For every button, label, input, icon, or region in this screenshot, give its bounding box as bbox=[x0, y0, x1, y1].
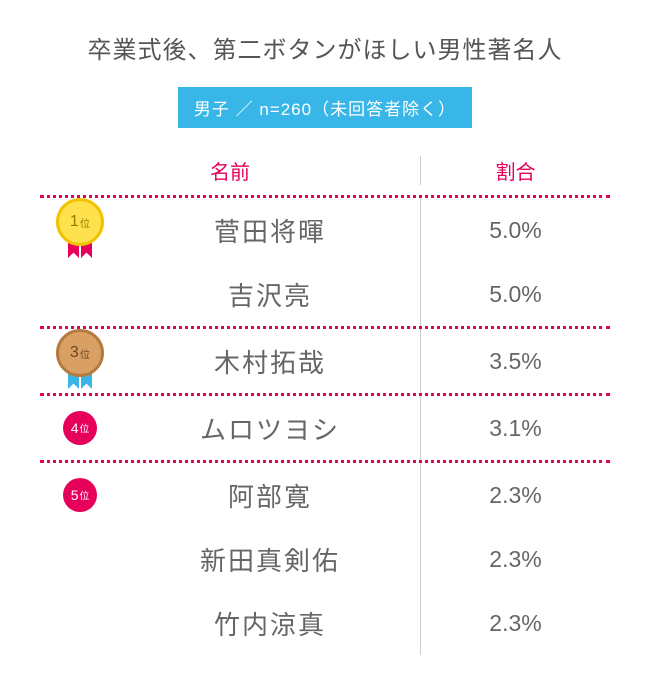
name-cell: 阿部寛 bbox=[120, 477, 420, 514]
rank-badge: 5位 bbox=[63, 478, 97, 512]
rank-group: 4位ムロツヨシ3.1% bbox=[40, 393, 610, 460]
ratio-cell: 2.3% bbox=[420, 527, 610, 591]
name-cell: 吉沢亮 bbox=[120, 276, 420, 313]
ratio-cell: 5.0% bbox=[420, 262, 610, 326]
rank-group: 5位阿部寛2.3%新田真剣佑2.3%竹内涼真2.3% bbox=[40, 460, 610, 655]
name-cell: ムロツヨシ bbox=[120, 410, 420, 447]
table-row: 5位阿部寛2.3% bbox=[40, 463, 610, 527]
header-ratio: 割合 bbox=[420, 156, 610, 185]
medal-label: 1位 bbox=[56, 198, 104, 246]
page-title: 卒業式後、第二ボタンがほしい男性著名人 bbox=[40, 30, 610, 65]
table-row: 3位木村拓哉3.5% bbox=[40, 329, 610, 393]
badge-cell: 3位 bbox=[40, 329, 120, 393]
medal-icon: 3位 bbox=[53, 329, 107, 393]
ratio-cell: 2.3% bbox=[420, 591, 610, 655]
table-row: 1位菅田将暉5.0% bbox=[40, 198, 610, 262]
name-cell: 木村拓哉 bbox=[120, 343, 420, 380]
rank-badge: 4位 bbox=[63, 411, 97, 445]
table-row: 4位ムロツヨシ3.1% bbox=[40, 396, 610, 460]
table-header-row: 名前 割合 bbox=[40, 156, 610, 195]
rank-group: 1位菅田将暉5.0%吉沢亮5.0% bbox=[40, 195, 610, 326]
badge-cell: 1位 bbox=[40, 198, 120, 262]
header-name: 名前 bbox=[40, 156, 420, 185]
ratio-cell: 5.0% bbox=[420, 198, 610, 262]
table-row: 竹内涼真2.3% bbox=[40, 591, 610, 655]
table-row: 吉沢亮5.0% bbox=[40, 262, 610, 326]
ratio-cell: 2.3% bbox=[420, 463, 610, 527]
name-cell: 菅田将暉 bbox=[120, 212, 420, 249]
badge-cell: 4位 bbox=[40, 411, 120, 445]
subtitle-badge: 男子 ／ n=260（未回答者除く） bbox=[178, 87, 472, 128]
ranking-table: 名前 割合 1位菅田将暉5.0%吉沢亮5.0%3位木村拓哉3.5%4位ムロツヨシ… bbox=[40, 156, 610, 655]
name-cell: 新田真剣佑 bbox=[120, 541, 420, 578]
rank-group: 3位木村拓哉3.5% bbox=[40, 326, 610, 393]
table-row: 新田真剣佑2.3% bbox=[40, 527, 610, 591]
ratio-cell: 3.5% bbox=[420, 329, 610, 393]
ratio-cell: 3.1% bbox=[420, 396, 610, 460]
badge-cell: 5位 bbox=[40, 478, 120, 512]
medal-icon: 1位 bbox=[53, 198, 107, 262]
medal-label: 3位 bbox=[56, 329, 104, 377]
name-cell: 竹内涼真 bbox=[120, 605, 420, 642]
